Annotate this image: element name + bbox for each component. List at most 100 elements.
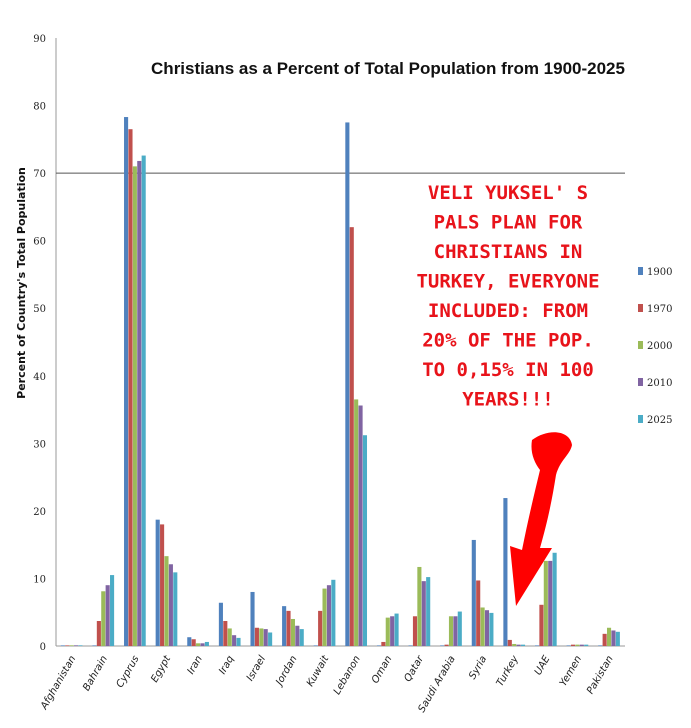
bar	[570, 644, 576, 646]
bar	[96, 621, 101, 646]
bar	[173, 572, 178, 646]
legend-label: 2025	[647, 415, 672, 426]
bar	[566, 645, 571, 646]
y-tick-label: 60	[33, 237, 46, 248]
bar	[326, 585, 331, 646]
bar	[484, 610, 490, 646]
bar	[124, 117, 129, 647]
annotation-line: TURKEY, EVERYONE	[416, 271, 599, 293]
bar	[543, 560, 548, 646]
bar	[204, 641, 209, 646]
legend-label: 1970	[647, 304, 672, 315]
y-tick-label: 50	[33, 304, 46, 315]
bar	[503, 498, 508, 646]
y-tick-label: 0	[40, 642, 46, 653]
bar	[584, 644, 589, 646]
legend: 1900 1970 2000 2010 2025	[638, 267, 672, 426]
bar	[471, 539, 476, 646]
annotation-line: 20% OF THE POP.	[422, 330, 594, 352]
bar	[65, 645, 70, 646]
bar	[313, 645, 318, 646]
bar	[548, 560, 553, 646]
bar	[110, 575, 115, 646]
bar	[520, 644, 526, 646]
bar	[268, 632, 273, 646]
y-tick-label: 80	[33, 102, 46, 113]
bar	[426, 577, 431, 646]
bar	[457, 611, 462, 646]
bar	[598, 645, 603, 646]
bar	[417, 566, 422, 646]
legend-swatch	[638, 378, 643, 386]
annotation-line: YEARS!!!	[462, 389, 554, 411]
bar	[354, 399, 359, 646]
bar	[200, 643, 205, 646]
bar	[349, 227, 354, 646]
legend-swatch	[638, 304, 643, 312]
y-tick-label: 10	[33, 574, 46, 585]
y-tick-label: 30	[33, 439, 46, 450]
bar	[295, 625, 300, 646]
bar	[480, 607, 485, 646]
chart-title: Christians as a Percent of Total Populat…	[151, 59, 625, 78]
bar	[318, 610, 323, 646]
annotation-line: VELI YUKSEL' S	[428, 182, 588, 204]
bar	[78, 645, 83, 646]
bar	[191, 639, 196, 646]
bar	[394, 613, 399, 646]
annotation-line: TO 0,15% IN 100	[422, 359, 594, 381]
bar	[539, 604, 544, 646]
bar	[137, 160, 142, 646]
bar	[236, 637, 241, 646]
bar	[489, 612, 494, 646]
bars	[60, 117, 620, 647]
bar	[412, 616, 418, 646]
bar	[232, 635, 237, 646]
bar	[421, 581, 426, 646]
bar	[259, 628, 264, 646]
legend-label: 2010	[647, 378, 672, 389]
bar	[164, 556, 169, 646]
bar	[345, 122, 350, 646]
bar	[128, 129, 133, 646]
bar	[476, 580, 481, 646]
bar	[602, 633, 607, 646]
legend-label: 1900	[647, 267, 672, 278]
bar	[168, 564, 173, 646]
y-tick-label: 70	[33, 169, 46, 180]
bar	[358, 405, 363, 646]
bar	[615, 631, 620, 646]
annotation: VELI YUKSEL' S PALS PLAN FOR CHRISTIANS IN…	[416, 182, 599, 411]
bar	[552, 552, 557, 646]
chart-grid	[55, 38, 625, 647]
bar	[507, 639, 512, 646]
bar	[160, 524, 165, 646]
bar	[606, 627, 612, 646]
bar	[408, 645, 413, 646]
bar	[250, 591, 255, 646]
y-axis-label: Percent of Country's Total Population	[15, 167, 28, 399]
bar	[290, 618, 295, 646]
bar	[322, 588, 327, 646]
bar	[141, 155, 146, 647]
annotation-line: CHRISTIANS IN	[434, 241, 583, 263]
bar	[187, 637, 192, 646]
bar	[286, 610, 291, 646]
bar	[390, 616, 395, 646]
bar	[579, 644, 584, 646]
bar	[196, 643, 201, 646]
annotation-line: INCLUDED: FROM	[428, 300, 588, 322]
bar	[92, 645, 97, 646]
annotation-line: PALS PLAN FOR	[434, 212, 583, 234]
y-axis-ticks: 0 10 20 30 40 50 60 70 80 90	[33, 34, 46, 653]
bar	[101, 591, 106, 646]
legend-swatch	[638, 341, 643, 349]
bar	[132, 166, 137, 647]
bar	[254, 627, 259, 646]
bar	[60, 645, 65, 646]
bar	[69, 645, 74, 646]
bar	[440, 645, 445, 646]
bar	[105, 585, 110, 646]
bar	[448, 616, 454, 646]
